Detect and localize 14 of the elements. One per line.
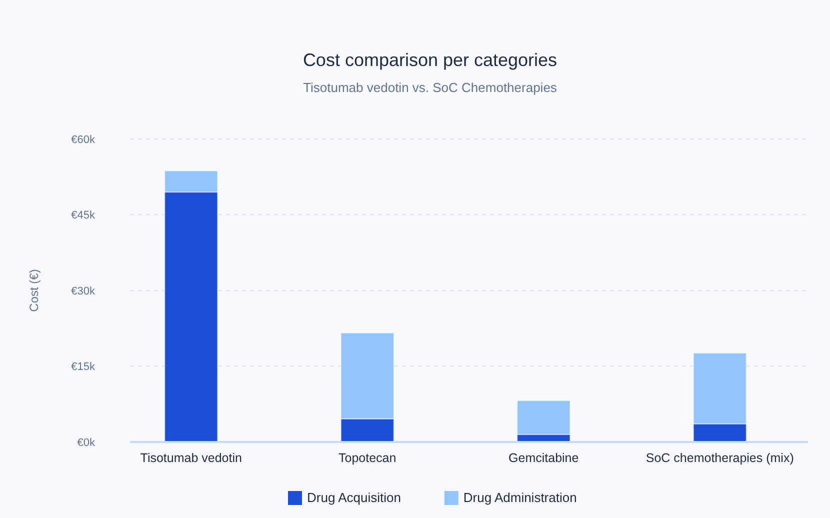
y-tick-label: €0k [77, 436, 96, 449]
x-tick-label: Topotecan [338, 451, 396, 465]
legend-label: Drug Acquisition [307, 490, 401, 505]
y-tick-label: €15k [71, 361, 96, 374]
legend-label: Drug Administration [463, 490, 577, 505]
y-tick-label: €30k [71, 285, 96, 298]
y-axis-title: Cost (€) [27, 269, 41, 312]
y-tick-label: €60k [71, 134, 96, 146]
chart-title: Cost comparison per categories [302, 50, 558, 70]
x-tick-label: SoC chemotherapies (mix) [646, 451, 794, 465]
chart-subtitle: Tisotumab vedotin vs. SoC Chemotherapies [303, 80, 558, 95]
x-tick-label: Tisotumab vedotin [140, 451, 242, 465]
x-tick-label: Gemcitabine [508, 451, 579, 465]
y-tick-label: €45k [71, 210, 96, 222]
